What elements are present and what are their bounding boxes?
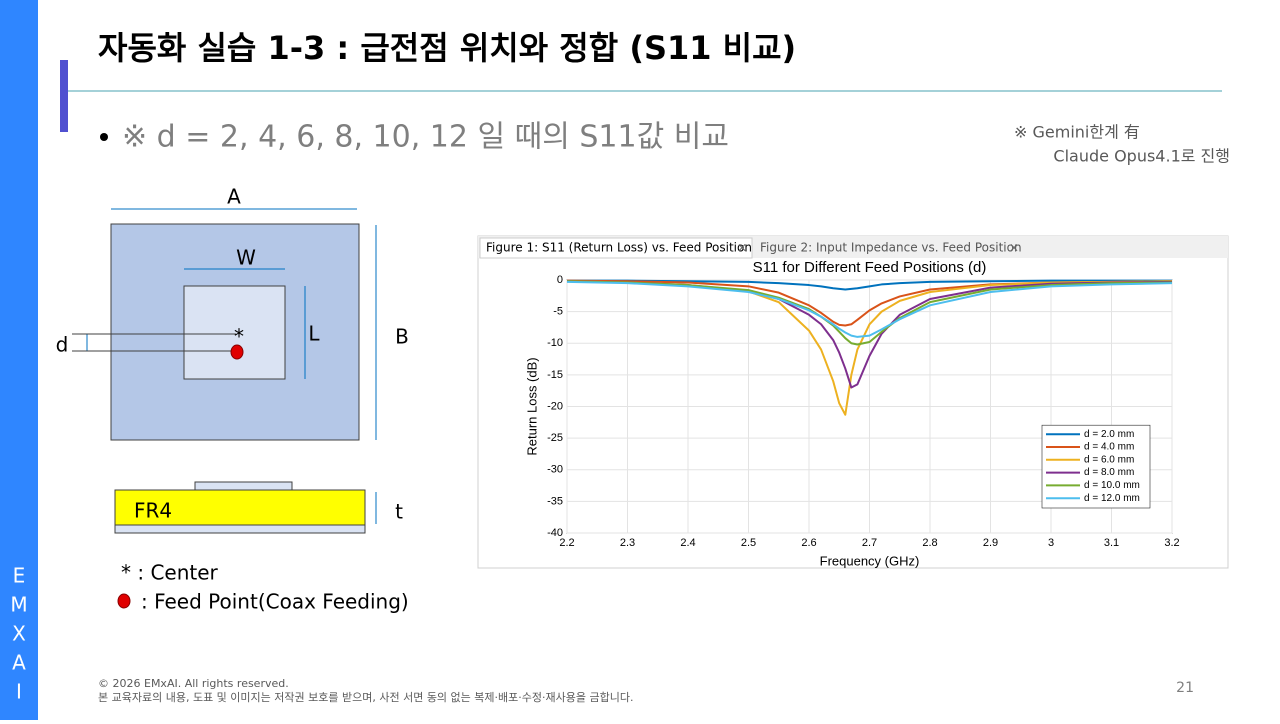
fr4-section bbox=[114, 489, 366, 526]
label-d: d bbox=[56, 333, 69, 357]
ground-section bbox=[114, 524, 366, 534]
label-w: W bbox=[236, 246, 256, 270]
label-l: L bbox=[308, 322, 320, 346]
x-tick-label: 2.2 bbox=[559, 537, 574, 549]
x-tick-label: 2.4 bbox=[680, 537, 695, 549]
tab-active[interactable] bbox=[479, 237, 753, 259]
x-tick-label: 2.7 bbox=[862, 537, 877, 549]
x-tick-label: 3.2 bbox=[1164, 537, 1179, 549]
x-axis-label: Frequency (GHz) bbox=[820, 553, 920, 568]
tab[interactable]: Figure 2: Input Impedance vs. Feed Posit… bbox=[760, 241, 1022, 255]
legend-feed: : Feed Point(Coax Feeding) bbox=[141, 590, 409, 614]
antenna-diagram bbox=[72, 208, 377, 534]
bullet-dot bbox=[100, 133, 108, 141]
legend-label: d = 2.0 mm bbox=[1084, 429, 1134, 440]
center-mark: * bbox=[234, 325, 244, 349]
x-tick-label: 2.3 bbox=[620, 537, 635, 549]
y-tick-label: -25 bbox=[547, 432, 563, 444]
series-line bbox=[566, 280, 1173, 338]
accent-bar bbox=[60, 60, 68, 132]
x-tick-label: 3.1 bbox=[1104, 537, 1119, 549]
patch-section bbox=[194, 481, 293, 491]
chart: S11 for Different Feed Positions (d) Freq… bbox=[524, 259, 1179, 568]
series-line bbox=[566, 280, 1173, 346]
x-tick-label: 2.9 bbox=[983, 537, 998, 549]
y-axis-label: Return Loss (dB) bbox=[524, 357, 539, 455]
note: ※ Gemini한계 有 bbox=[1014, 123, 1140, 142]
legend-center: * : Center bbox=[121, 561, 219, 585]
label-a: A bbox=[227, 185, 241, 209]
copyright: © 2026 EMxAI. All rights reserved. bbox=[98, 677, 289, 690]
y-tick-label: -15 bbox=[547, 369, 563, 381]
y-tick-label: -35 bbox=[547, 495, 563, 507]
sidebar-letter: E bbox=[13, 564, 26, 588]
y-tick-label: -5 bbox=[553, 306, 563, 318]
legend-label: d = 8.0 mm bbox=[1084, 467, 1134, 478]
label-fr4: FR4 bbox=[134, 499, 172, 523]
legend-box bbox=[1041, 424, 1151, 509]
note: Claude Opus4.1로 진행 bbox=[1053, 147, 1230, 166]
tab-close[interactable]: × bbox=[1009, 241, 1019, 255]
page-number: 21 bbox=[1176, 680, 1194, 696]
legend-label: d = 10.0 mm bbox=[1084, 480, 1140, 491]
y-tick-label: -30 bbox=[547, 464, 563, 476]
patch bbox=[183, 285, 286, 380]
tab-close[interactable]: × bbox=[737, 241, 747, 255]
chart-title: S11 for Different Feed Positions (d) bbox=[753, 259, 987, 276]
slide-title: 자동화 실습 1-3 : 급전점 위치와 정합 (S11 비교) bbox=[98, 29, 796, 67]
label-t: t bbox=[395, 500, 403, 524]
series-line bbox=[567, 279, 1172, 291]
feed-legend-icon bbox=[117, 593, 131, 609]
y-tick-label: 0 bbox=[557, 274, 563, 286]
y-tick-label: -10 bbox=[547, 337, 563, 349]
x-tick-label: 2.6 bbox=[801, 537, 816, 549]
legend-label: d = 12.0 mm bbox=[1084, 493, 1140, 504]
tab[interactable]: Figure 1: S11 (Return Loss) vs. Feed Pos… bbox=[486, 241, 752, 255]
bullet-text: ※ d = 2, 4, 6, 8, 10, 12 일 때의 S11값 비교 bbox=[122, 120, 729, 155]
y-tick-label: -40 bbox=[547, 527, 563, 539]
x-tick-label: 2.5 bbox=[741, 537, 756, 549]
sidebar-letter: M bbox=[10, 593, 27, 617]
label-b: B bbox=[395, 325, 409, 349]
legend-label: d = 6.0 mm bbox=[1084, 454, 1134, 465]
x-tick-label: 3 bbox=[1048, 537, 1054, 549]
sidebar-letter: X bbox=[12, 622, 26, 646]
notice: 본 교육자료의 내용, 도표 및 이미지는 저작권 보호를 받으며, 사전 서면… bbox=[98, 691, 633, 704]
legend-label: d = 4.0 mm bbox=[1084, 442, 1134, 453]
x-tick-label: 2.8 bbox=[922, 537, 937, 549]
sidebar-letter: A bbox=[12, 651, 26, 675]
sidebar bbox=[0, 0, 38, 720]
sidebar-letter: I bbox=[16, 680, 22, 704]
feed-point bbox=[230, 344, 244, 360]
y-tick-label: -20 bbox=[547, 400, 563, 412]
